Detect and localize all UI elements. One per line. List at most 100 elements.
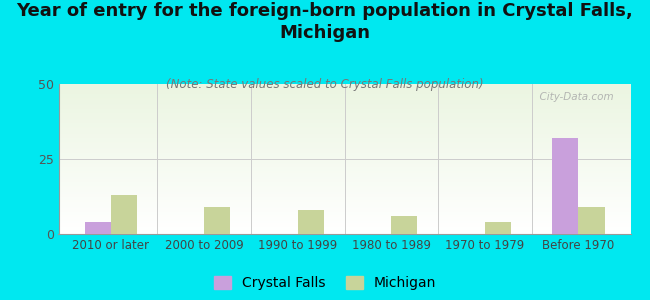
- Bar: [58, 118, 630, 119]
- Bar: [58, 109, 630, 110]
- Bar: [58, 113, 630, 114]
- Bar: [58, 169, 630, 170]
- Bar: [58, 143, 630, 144]
- Bar: [58, 230, 630, 231]
- Bar: [58, 194, 630, 195]
- Bar: [58, 125, 630, 126]
- Bar: [58, 158, 630, 159]
- Bar: [58, 91, 630, 92]
- Bar: [58, 161, 630, 162]
- Bar: [58, 218, 630, 219]
- Bar: [58, 197, 630, 198]
- Bar: [58, 117, 630, 118]
- Bar: [58, 154, 630, 155]
- Bar: [58, 111, 630, 112]
- Bar: [58, 138, 630, 139]
- Bar: [58, 171, 630, 172]
- Bar: [58, 207, 630, 208]
- Bar: [58, 210, 630, 211]
- Bar: [391, 216, 417, 234]
- Bar: [578, 207, 604, 234]
- Bar: [58, 180, 630, 181]
- Bar: [58, 156, 630, 157]
- Bar: [58, 188, 630, 189]
- Bar: [58, 126, 630, 127]
- Bar: [58, 85, 630, 86]
- Bar: [58, 172, 630, 173]
- Bar: [58, 233, 630, 234]
- Bar: [58, 225, 630, 226]
- Bar: [58, 148, 630, 149]
- Bar: [58, 189, 630, 190]
- Bar: [58, 221, 630, 222]
- Bar: [58, 166, 630, 167]
- Bar: [58, 96, 630, 97]
- Bar: [58, 179, 630, 180]
- Bar: [58, 142, 630, 143]
- Bar: [58, 228, 630, 229]
- Bar: [58, 182, 630, 183]
- Bar: [58, 231, 630, 232]
- Bar: [58, 200, 630, 201]
- Bar: [58, 106, 630, 107]
- Bar: [58, 112, 630, 113]
- Bar: [58, 204, 630, 205]
- Bar: [485, 222, 511, 234]
- Bar: [58, 84, 630, 85]
- Bar: [58, 226, 630, 227]
- Bar: [58, 217, 630, 218]
- Bar: [58, 232, 630, 233]
- Bar: [58, 139, 630, 140]
- Bar: [58, 160, 630, 161]
- Bar: [58, 136, 630, 137]
- Bar: [58, 115, 630, 116]
- Bar: [58, 123, 630, 124]
- Bar: [58, 163, 630, 164]
- Bar: [58, 149, 630, 150]
- Text: (Note: State values scaled to Crystal Falls population): (Note: State values scaled to Crystal Fa…: [166, 78, 484, 91]
- Bar: [58, 119, 630, 120]
- Bar: [58, 135, 630, 136]
- Bar: [58, 162, 630, 163]
- Bar: [58, 140, 630, 141]
- Bar: [58, 178, 630, 179]
- Bar: [58, 202, 630, 203]
- Bar: [58, 169, 630, 170]
- Bar: [58, 90, 630, 91]
- Bar: [298, 210, 324, 234]
- Bar: [58, 147, 630, 148]
- Bar: [58, 190, 630, 191]
- Bar: [58, 122, 630, 123]
- Bar: [58, 132, 630, 133]
- Bar: [58, 131, 630, 132]
- Bar: [58, 107, 630, 108]
- Bar: [58, 120, 630, 121]
- Bar: [204, 207, 230, 234]
- Bar: [58, 133, 630, 134]
- Bar: [58, 100, 630, 101]
- Bar: [58, 124, 630, 125]
- Bar: [58, 118, 630, 119]
- Bar: [58, 102, 630, 103]
- Bar: [58, 128, 630, 129]
- Bar: [58, 152, 630, 153]
- Bar: [552, 138, 578, 234]
- Text: Year of entry for the foreign-born population in Crystal Falls,
Michigan: Year of entry for the foreign-born popul…: [17, 2, 633, 42]
- Bar: [58, 153, 630, 154]
- Bar: [58, 199, 630, 200]
- Bar: [58, 211, 630, 212]
- Bar: [58, 144, 630, 145]
- Text: City-Data.com: City-Data.com: [533, 92, 614, 101]
- Bar: [58, 224, 630, 225]
- Bar: [58, 165, 630, 166]
- Bar: [58, 216, 630, 217]
- Bar: [58, 219, 630, 220]
- Bar: [58, 196, 630, 197]
- Bar: [58, 212, 630, 213]
- Bar: [58, 173, 630, 174]
- Bar: [58, 192, 630, 193]
- Bar: [58, 186, 630, 187]
- Bar: [58, 116, 630, 117]
- Bar: [84, 222, 110, 234]
- Bar: [58, 208, 630, 209]
